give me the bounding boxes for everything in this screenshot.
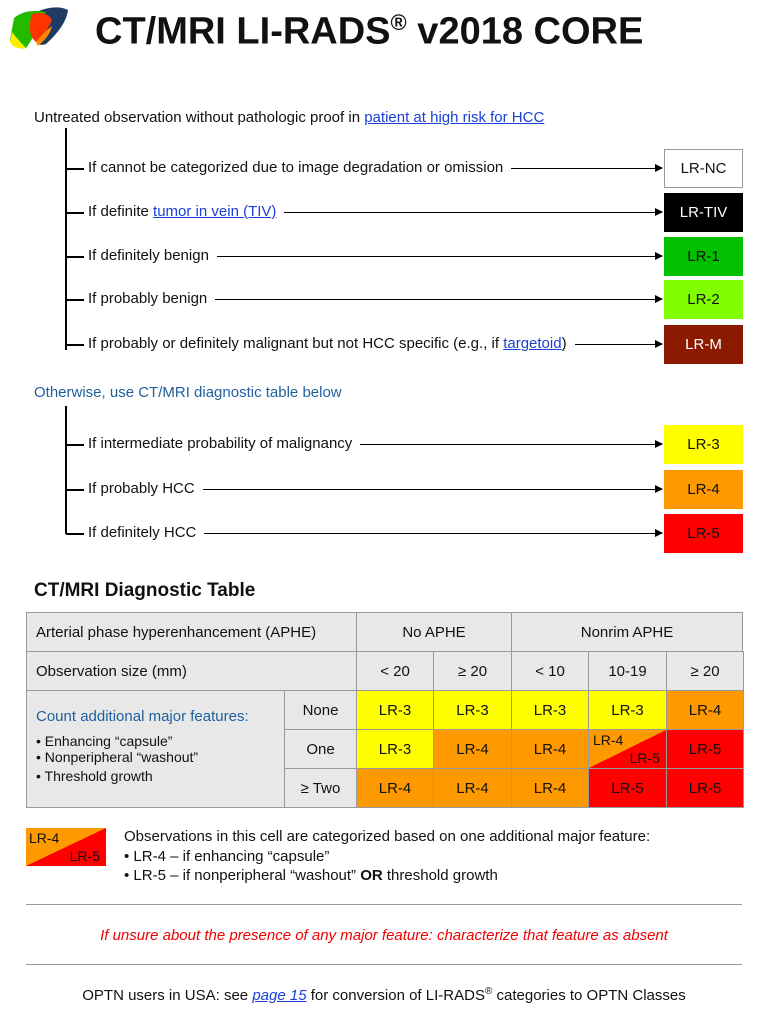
category-box-lr-4: LR-4 — [664, 470, 743, 509]
size-header: ≥ 20 — [433, 651, 512, 691]
criterion-text: If intermediate probability of malignanc… — [88, 435, 353, 452]
feature-item: • Enhancing “capsule” — [36, 733, 173, 749]
unsure-note: If unsure about the presence of any majo… — [100, 927, 668, 944]
footer-note: OPTN users in USA: see page 15 for conve… — [82, 986, 686, 1004]
size-label: Observation size (mm) — [26, 651, 357, 691]
size-header: < 20 — [356, 651, 434, 691]
arrow — [575, 340, 663, 348]
criterion-text: If definitely benign — [88, 247, 209, 264]
category-cell: LR-4 — [666, 690, 744, 730]
arrow — [284, 208, 663, 216]
count-label: Count additional major features: — [36, 708, 249, 725]
table-heading: CT/MRI Diagnostic Table — [34, 580, 256, 601]
category-cell: LR-3 — [356, 690, 434, 730]
split-bottom-label: LR-5 — [69, 848, 100, 864]
criterion-text: If probably HCC — [88, 480, 195, 497]
category-cell: LR-4 — [511, 729, 589, 769]
feature-count-label: ≥ Two — [284, 768, 357, 808]
category-cell: LR-5 — [588, 768, 667, 808]
split-legend-swatch: LR-4 LR-5 — [26, 828, 106, 866]
arrow — [511, 164, 663, 172]
split-cell: LR-4 LR-5 — [588, 729, 667, 769]
category-cell: LR-5 — [666, 768, 744, 808]
category-cell: LR-4 — [356, 768, 434, 808]
size-header: < 10 — [511, 651, 589, 691]
category-cell: LR-4 — [511, 768, 589, 808]
intro-text: Untreated observation without pathologic… — [34, 109, 545, 126]
criterion-text: If probably benign — [88, 290, 208, 307]
tree-branch — [66, 256, 84, 258]
category-cell: LR-4 — [433, 729, 512, 769]
legend-bullet: • LR-4 – if enhancing “capsule” — [124, 848, 330, 865]
feature-item: • Nonperipheral “washout” — [36, 749, 199, 765]
tree-branch — [66, 344, 84, 346]
tree-branch — [66, 444, 84, 446]
page-title: CT/MRI LI-RADS® v2018 CORE — [95, 10, 644, 53]
tree-branch — [66, 168, 84, 170]
size-header: ≥ 20 — [666, 651, 744, 691]
category-box-lr-nc: LR-NC — [664, 149, 743, 188]
split-bottom-label: LR-5 — [629, 750, 660, 766]
page-15-link[interactable]: page 15 — [252, 987, 307, 1004]
arrow — [217, 252, 663, 260]
split-top-label: LR-4 — [29, 830, 60, 846]
tree-branch — [66, 533, 84, 535]
category-box-lr-tiv: LR-TIV — [664, 193, 743, 232]
category-box-lr-2: LR-2 — [664, 280, 743, 319]
divider — [26, 964, 742, 965]
criterion-link[interactable]: tumor in vein (TIV) — [153, 203, 277, 220]
feature-count-label: None — [284, 690, 357, 730]
divider — [26, 904, 742, 905]
category-cell: LR-3 — [511, 690, 589, 730]
category-cell: LR-4 — [433, 768, 512, 808]
tree-branch — [66, 489, 84, 491]
criterion-link[interactable]: targetoid — [503, 335, 562, 352]
no-aphe-header: No APHE — [356, 612, 512, 652]
category-cell: LR-5 — [666, 729, 744, 769]
tree-branch — [66, 299, 84, 301]
category-box-lr-3: LR-3 — [664, 425, 743, 464]
tree-line — [65, 128, 67, 350]
features-cell: Count additional major features: • Enhan… — [26, 690, 285, 808]
tree-branch — [66, 212, 84, 214]
criterion-text: If cannot be categorized due to image de… — [88, 159, 504, 176]
arrow — [215, 295, 663, 303]
tree-line — [65, 406, 67, 534]
criterion-text: If probably or definitely malignant but … — [88, 335, 567, 352]
feature-count-label: One — [284, 729, 357, 769]
criterion-text: If definite tumor in vein (TIV) — [88, 203, 277, 220]
category-cell: LR-3 — [588, 690, 667, 730]
arrow — [204, 529, 663, 537]
aphe-label: Arterial phase hyperenhancement (APHE) — [26, 612, 357, 652]
li-rads-logo — [10, 7, 68, 49]
nonrim-aphe-header: Nonrim APHE — [511, 612, 743, 652]
category-cell: LR-3 — [356, 729, 434, 769]
high-risk-link[interactable]: patient at high risk for HCC — [364, 109, 545, 126]
category-box-lr-m: LR-M — [664, 325, 743, 364]
category-box-lr-5: LR-5 — [664, 514, 743, 553]
feature-item: • Threshold growth — [36, 768, 153, 784]
arrow — [360, 440, 663, 448]
otherwise-text: Otherwise, use CT/MRI diagnostic table b… — [34, 384, 342, 401]
criterion-text: If definitely HCC — [88, 524, 197, 541]
legend-bullet: • LR-5 – if nonperipheral “washout” OR t… — [124, 867, 498, 884]
size-header: 10-19 — [588, 651, 667, 691]
arrow — [203, 485, 663, 493]
category-box-lr-1: LR-1 — [664, 237, 743, 276]
legend-text: Observations in this cell are categorize… — [124, 828, 651, 845]
category-cell: LR-3 — [433, 690, 512, 730]
split-top-label: LR-4 — [593, 732, 624, 748]
